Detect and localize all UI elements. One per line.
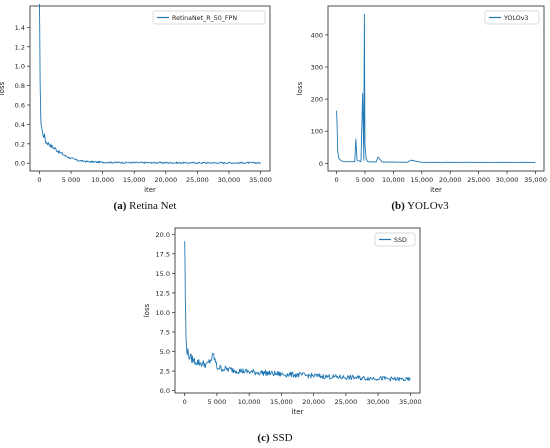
x-tick-label: 10,000	[382, 176, 405, 184]
plot-frame	[29, 5, 271, 172]
y-tick-label: 2.5	[160, 368, 170, 376]
y-tick-label: 400	[311, 31, 323, 39]
chart-panel-retinanet: 0.0 0.2 0.4 0.6 0.8 1.0 1.2 1.4 0 5 000 10,000 15,0…	[0, 0, 275, 198]
legend-box	[152, 10, 266, 25]
series-line-retinanet_r_50_fpn	[39, 3, 261, 165]
legend: SSD	[374, 232, 416, 247]
y-tick-label: 0.2	[15, 140, 25, 148]
x-tick-label: 20,000	[439, 176, 462, 184]
x-tick-label: 15,000	[270, 398, 293, 406]
x-tick-label: 20,000	[302, 398, 325, 406]
caption-yolov3: (b) YOLOv3	[350, 200, 490, 212]
y-tick-label: 5.0	[160, 348, 170, 356]
x-tick-label: 30,000	[218, 176, 241, 184]
x-tick-label: 25,000	[334, 398, 357, 406]
y-tick-label: 15.0	[156, 270, 170, 278]
x-tick-label: 0	[37, 176, 41, 184]
y-axis-label: loss	[143, 303, 151, 317]
x-tick-label: 25,000	[186, 176, 209, 184]
loss-chart-ssd: 0.0 2.5 5.0 7.5 10.0 12.5 15.0 17.5 20.0 0 5 000 10…	[143, 227, 422, 416]
chart-panel-yolov3: 0 100 200 300 400 0 5 000 10,000 15,000 20,000 25,…	[280, 0, 550, 198]
y-tick-label: 100	[311, 128, 323, 136]
x-tick-label: 30,000	[496, 176, 519, 184]
y-tick-label: 0.6	[15, 102, 25, 110]
y-axis-label: loss	[296, 81, 304, 95]
y-tick-label: 7.5	[160, 329, 170, 337]
x-tick-label: 35,000	[524, 176, 547, 184]
y-tick-label: 0.0	[15, 160, 25, 168]
y-tick-label: 200	[311, 96, 323, 104]
x-tick-label: 0	[183, 398, 187, 406]
loss-chart-retinanet: 0.0 0.2 0.4 0.6 0.8 1.0 1.2 1.4 0 5 000 10,000 15,0…	[0, 3, 272, 194]
legend-label: RetinaNet_R_50_FPN	[172, 15, 237, 22]
legend-label: SSD	[394, 237, 407, 244]
y-tick-label: 1.2	[15, 43, 25, 51]
y-axis-label: loss	[0, 81, 6, 95]
legend: YOLOv3	[484, 10, 540, 25]
caption-letter: (a)	[113, 200, 127, 212]
y-tick-label: 12.5	[156, 289, 170, 297]
y-tick-label: 1.0	[15, 63, 25, 71]
series-line-yolov3	[336, 13, 536, 163]
x-axis-label: iter	[144, 186, 156, 194]
x-tick-label: 5 000	[356, 176, 375, 184]
x-axis-label: iter	[292, 408, 304, 416]
y-tick-label: 0	[319, 160, 323, 168]
chart-panel-ssd: 0.0 2.5 5.0 7.5 10.0 12.5 15.0 17.5 20.0 0 5 000 10…	[125, 222, 425, 422]
loss-chart-yolov3: 0 100 200 300 400 0 5 000 10,000 15,000 20,000 25,…	[296, 5, 547, 194]
legend-box	[374, 232, 416, 247]
x-tick-label: 5 000	[208, 398, 227, 406]
y-tick-label: 17.5	[156, 250, 170, 258]
x-tick-label: 35,000	[399, 398, 422, 406]
y-tick-label: 10.0	[156, 309, 170, 317]
y-tick-label: 20.0	[156, 231, 170, 239]
x-tick-label: 25,000	[467, 176, 490, 184]
x-tick-label: 15,000	[123, 176, 146, 184]
legend: RetinaNet_R_50_FPN	[152, 10, 266, 25]
legend-box	[484, 10, 540, 25]
x-tick-label: 5 000	[62, 176, 81, 184]
plot-frame	[174, 227, 421, 394]
y-tick-label: 0.8	[15, 82, 25, 90]
caption-ssd: (c) SSD	[195, 432, 355, 444]
x-tick-label: 35,000	[249, 176, 272, 184]
caption-letter: (b)	[391, 200, 405, 212]
legend-label: YOLOv3	[503, 15, 528, 22]
x-tick-label: 30,000	[367, 398, 390, 406]
y-tick-label: 1.4	[15, 24, 25, 32]
x-tick-label: 15,000	[410, 176, 433, 184]
caption-retinanet: (a) Retina Net	[60, 200, 230, 212]
x-tick-label: 20,000	[154, 176, 177, 184]
caption-letter: (c)	[257, 432, 270, 444]
series-line-ssd	[184, 241, 411, 382]
x-axis-label: iter	[430, 186, 442, 194]
plot-frame	[327, 5, 545, 172]
x-tick-label: 0	[334, 176, 338, 184]
x-tick-label: 10,000	[91, 176, 114, 184]
y-tick-label: 300	[311, 63, 323, 71]
x-tick-label: 10,000	[238, 398, 261, 406]
y-tick-label: 0.4	[15, 121, 25, 129]
y-tick-label: 0.0	[160, 387, 170, 395]
caption-text: YOLOv3	[407, 200, 449, 212]
caption-text: Retina Net	[129, 200, 177, 212]
caption-text: SSD	[272, 432, 293, 444]
